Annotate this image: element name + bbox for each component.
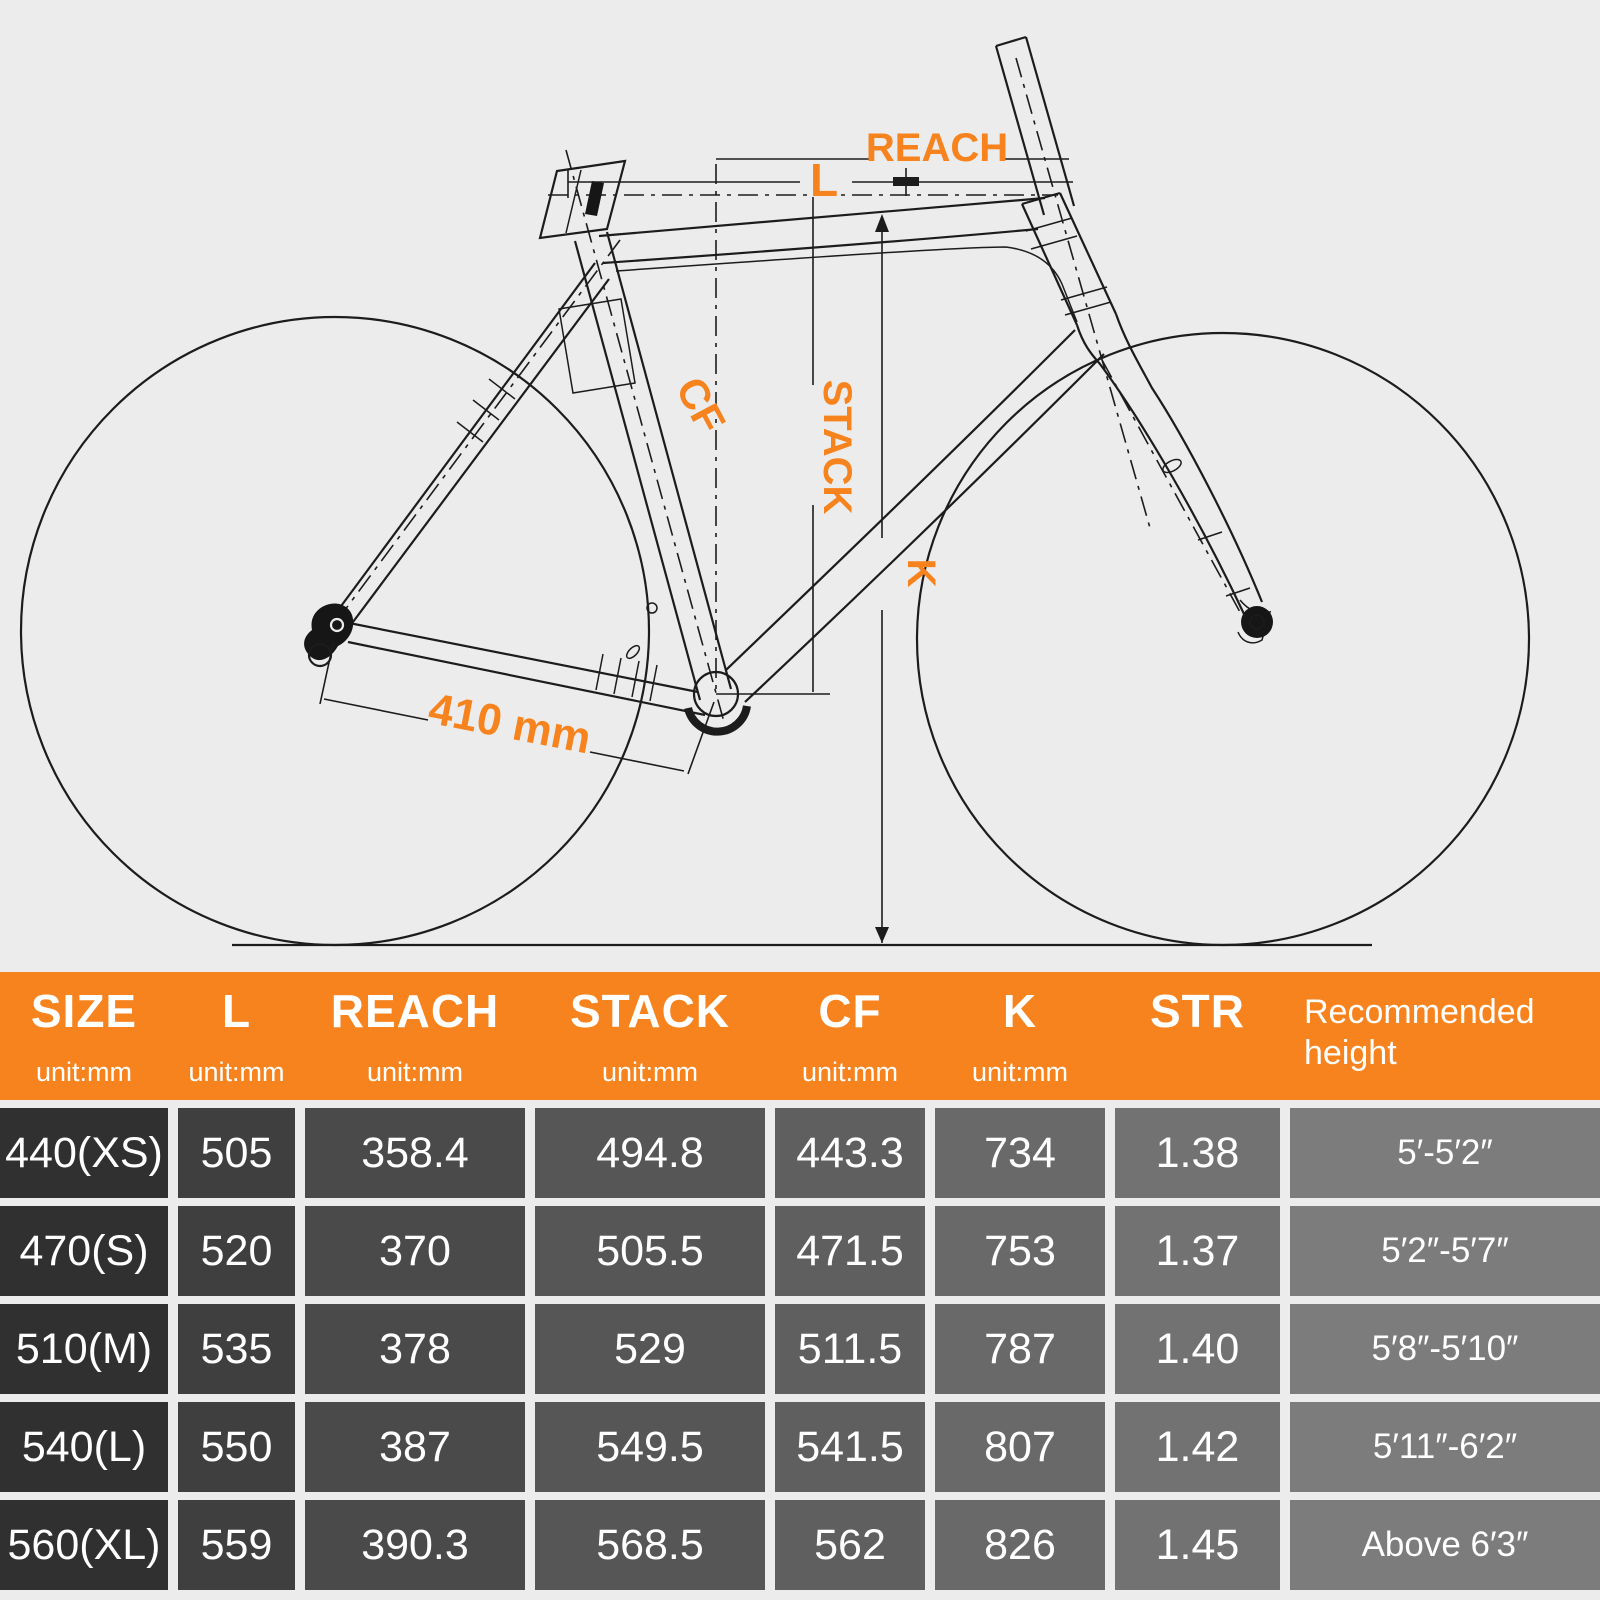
height-cell: 5′8″-5′10″ — [1290, 1304, 1600, 1394]
reach-cell: 390.3 — [305, 1500, 525, 1590]
header-label: K — [1002, 985, 1038, 1037]
header-unit: unit:mm — [188, 1057, 285, 1087]
header-str: STR — [1115, 972, 1280, 1100]
header-reach: REACH unit:mm — [305, 972, 525, 1100]
cf-cell: 541.5 — [775, 1402, 925, 1492]
cf-cell: 443.3 — [775, 1108, 925, 1198]
header-unit: unit:mm — [801, 1057, 899, 1087]
header-label: REACH — [330, 985, 500, 1037]
header-label: L — [221, 985, 252, 1037]
top-tube-label: L — [810, 154, 838, 206]
stack-label: STACK — [815, 380, 859, 515]
header-label: CF — [818, 985, 882, 1037]
table-header: SIZE unit:mm L unit:mm REACH unit:mm STA… — [0, 972, 1600, 1100]
table-body: 440(XS) 505 358.4 494.8 443.3 734 1.38 5… — [0, 1108, 1600, 1590]
height-cell: 5′2″-5′7″ — [1290, 1206, 1600, 1296]
k-cell: 826 — [935, 1500, 1105, 1590]
k-cell: 753 — [935, 1206, 1105, 1296]
header-stack: STACK unit:mm — [535, 972, 765, 1100]
str-cell: 1.37 — [1115, 1206, 1280, 1296]
reach-cell: 378 — [305, 1304, 525, 1394]
geometry-table: SIZE unit:mm L unit:mm REACH unit:mm STA… — [0, 972, 1600, 1590]
cf-cell: 471.5 — [775, 1206, 925, 1296]
table-row-470s: 470(S) 520 370 505.5 471.5 753 1.37 5′2″… — [0, 1206, 1600, 1296]
header-label: SIZE — [30, 985, 138, 1037]
str-cell: 1.45 — [1115, 1500, 1280, 1590]
table-row-540l: 540(L) 550 387 549.5 541.5 807 1.42 5′11… — [0, 1402, 1600, 1492]
header-unit: unit:mm — [366, 1057, 464, 1087]
header-label: STACK — [569, 985, 731, 1037]
dimension-lines — [319, 158, 1073, 943]
front-wheel — [915, 331, 1531, 947]
stack-cell: 529 — [535, 1304, 765, 1394]
height-cell: 5′-5′2″ — [1290, 1108, 1600, 1198]
stack-cell: 494.8 — [535, 1108, 765, 1198]
header-recommended-height: Recommended height — [1290, 972, 1600, 1100]
header-l: L unit:mm — [178, 972, 295, 1100]
chainstay-length-label: 410 mm — [425, 684, 595, 763]
table-row-510m: 510(M) 535 378 529 511.5 787 1.40 5′8″-5… — [0, 1304, 1600, 1394]
header-label: Recommended height — [1304, 993, 1535, 1072]
size-cell: 540(L) — [0, 1402, 168, 1492]
k-cell: 787 — [935, 1304, 1105, 1394]
seat-tube-label: CF — [667, 369, 735, 441]
l-cell: 505 — [178, 1108, 295, 1198]
height-cell: 5′11″-6′2″ — [1290, 1402, 1600, 1492]
k-cell: 807 — [935, 1402, 1105, 1492]
center-axis-lines — [329, 57, 1241, 723]
k-cell: 734 — [935, 1108, 1105, 1198]
bike-line-drawing: REACH L CF STACK K 410 mm — [19, 35, 1531, 947]
stack-cell: 568.5 — [535, 1500, 765, 1590]
cf-cell: 562 — [775, 1500, 925, 1590]
table-row-440xs: 440(XS) 505 358.4 494.8 443.3 734 1.38 5… — [0, 1108, 1600, 1198]
reach-cell: 370 — [305, 1206, 525, 1296]
header-k: K unit:mm — [935, 972, 1105, 1100]
size-cell: 560(XL) — [0, 1500, 168, 1590]
table-row-560xl: 560(XL) 559 390.3 568.5 562 826 1.45 Abo… — [0, 1500, 1600, 1590]
frame-geometry-diagram: REACH L CF STACK K 410 mm — [19, 35, 1531, 947]
str-cell: 1.42 — [1115, 1402, 1280, 1492]
reach-label: REACH — [866, 126, 1008, 170]
header-cf: CF unit:mm — [775, 972, 925, 1100]
reach-cell: 358.4 — [305, 1108, 525, 1198]
header-label: STR — [1150, 985, 1245, 1037]
header-unit: unit:mm — [35, 1057, 133, 1087]
reach-cell: 387 — [305, 1402, 525, 1492]
header-unit: unit:mm — [971, 1057, 1069, 1087]
cf-cell: 511.5 — [775, 1304, 925, 1394]
k-label: K — [899, 559, 943, 588]
size-cell: 440(XS) — [0, 1108, 168, 1198]
frame-tubes — [304, 35, 1273, 736]
str-cell: 1.40 — [1115, 1304, 1280, 1394]
stack-cell: 505.5 — [535, 1206, 765, 1296]
l-cell: 520 — [178, 1206, 295, 1296]
header-size: SIZE unit:mm — [0, 972, 168, 1100]
size-cell: 510(M) — [0, 1304, 168, 1394]
l-cell: 559 — [178, 1500, 295, 1590]
stack-cell: 549.5 — [535, 1402, 765, 1492]
wheels — [19, 315, 1531, 947]
header-unit: unit:mm — [601, 1057, 699, 1087]
str-cell: 1.38 — [1115, 1108, 1280, 1198]
l-cell: 550 — [178, 1402, 295, 1492]
size-cell: 470(S) — [0, 1206, 168, 1296]
height-cell: Above 6′3″ — [1290, 1500, 1600, 1590]
l-cell: 535 — [178, 1304, 295, 1394]
